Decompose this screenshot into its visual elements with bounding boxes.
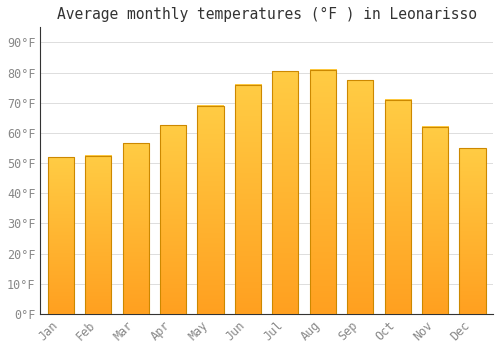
Bar [160, 125, 186, 314]
Bar [122, 144, 149, 314]
Bar [422, 127, 448, 314]
Bar [85, 155, 112, 314]
Title: Average monthly temperatures (°F ) in Leonarisso: Average monthly temperatures (°F ) in Le… [56, 7, 476, 22]
Bar [310, 70, 336, 314]
Bar [347, 80, 374, 314]
Bar [384, 100, 410, 314]
Bar [48, 157, 74, 314]
Bar [198, 106, 224, 314]
Bar [460, 148, 485, 314]
Bar [235, 85, 261, 314]
Bar [272, 71, 298, 314]
